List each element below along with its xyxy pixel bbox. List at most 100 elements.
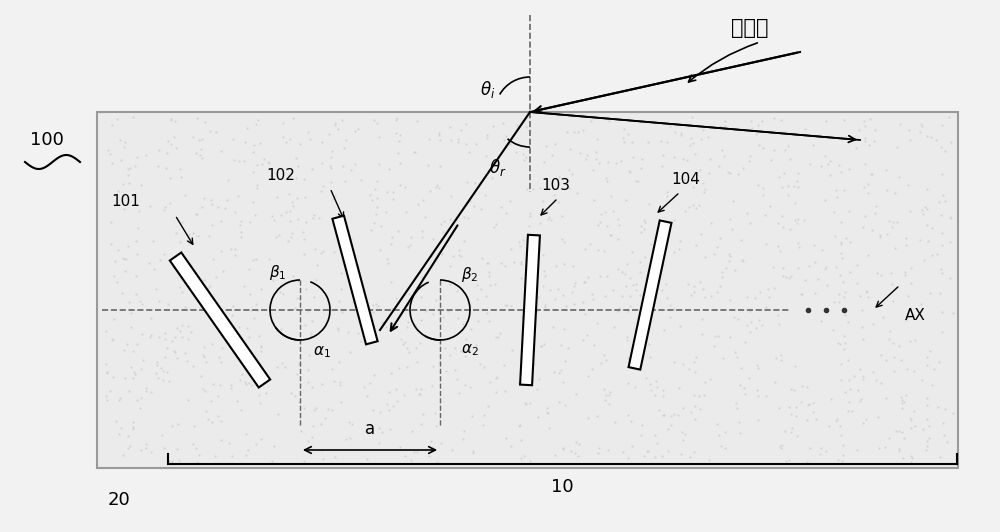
Point — [125, 422, 141, 431]
Point — [907, 336, 923, 344]
Point — [840, 318, 856, 327]
Point — [903, 416, 919, 425]
Point — [180, 335, 196, 343]
Point — [477, 190, 493, 199]
Point — [241, 265, 257, 273]
Point — [485, 122, 501, 131]
Point — [376, 319, 392, 327]
Point — [610, 235, 626, 243]
Point — [555, 444, 571, 452]
Point — [270, 265, 286, 273]
Point — [817, 152, 833, 161]
Point — [400, 243, 416, 251]
Point — [855, 335, 871, 343]
Point — [115, 180, 131, 189]
Point — [866, 137, 882, 145]
Point — [833, 168, 849, 177]
Point — [246, 140, 262, 149]
Point — [599, 177, 615, 186]
Point — [436, 217, 452, 225]
Point — [780, 182, 796, 190]
Point — [230, 192, 246, 201]
Point — [580, 414, 596, 423]
Point — [686, 281, 702, 290]
Point — [836, 344, 852, 353]
Point — [721, 257, 737, 265]
Point — [305, 214, 321, 222]
Point — [463, 325, 479, 334]
Point — [559, 128, 575, 136]
Point — [479, 308, 495, 317]
Point — [222, 343, 238, 351]
Point — [887, 188, 903, 197]
Point — [893, 356, 909, 365]
Point — [510, 140, 526, 148]
Point — [365, 301, 381, 309]
Point — [379, 187, 395, 196]
Point — [632, 291, 648, 300]
Point — [577, 278, 593, 286]
Point — [915, 425, 931, 434]
Point — [324, 147, 340, 155]
Point — [189, 210, 205, 218]
Point — [676, 176, 692, 184]
Point — [605, 286, 621, 295]
Point — [406, 148, 422, 156]
Point — [547, 140, 563, 149]
Point — [531, 375, 547, 383]
Point — [835, 440, 851, 449]
Point — [343, 235, 359, 243]
Point — [570, 128, 586, 136]
Point — [721, 250, 737, 259]
Point — [834, 254, 850, 262]
Point — [566, 127, 582, 136]
Point — [822, 157, 838, 165]
Point — [476, 363, 492, 371]
Point — [696, 188, 712, 196]
Point — [453, 252, 469, 261]
Point — [856, 183, 872, 192]
Point — [580, 272, 596, 281]
Point — [275, 290, 291, 298]
Point — [249, 161, 265, 170]
Point — [122, 442, 138, 451]
Point — [884, 222, 900, 231]
Point — [894, 428, 910, 436]
Point — [675, 360, 691, 368]
Point — [445, 252, 461, 260]
Point — [417, 270, 433, 278]
Point — [522, 398, 538, 407]
Point — [169, 324, 185, 332]
Point — [742, 219, 758, 227]
Point — [542, 285, 558, 294]
Point — [379, 400, 395, 408]
Point — [526, 338, 542, 347]
Point — [615, 448, 631, 456]
Point — [751, 141, 767, 149]
Point — [885, 297, 901, 306]
Point — [157, 335, 173, 343]
Point — [309, 261, 325, 269]
Point — [742, 328, 758, 337]
Point — [671, 244, 687, 253]
Point — [829, 193, 845, 202]
Point — [225, 324, 241, 332]
Point — [937, 196, 953, 205]
Point — [313, 420, 329, 429]
Point — [590, 220, 606, 229]
Point — [232, 376, 248, 384]
Point — [245, 168, 261, 176]
Point — [619, 260, 635, 268]
Point — [711, 430, 727, 439]
Point — [513, 273, 529, 282]
Point — [313, 186, 329, 195]
Point — [399, 344, 415, 352]
Point — [488, 332, 504, 341]
Point — [251, 391, 267, 400]
Point — [643, 386, 659, 395]
Point — [372, 408, 388, 417]
Point — [163, 139, 179, 148]
Point — [652, 243, 668, 252]
Text: AX: AX — [905, 307, 926, 322]
Point — [105, 336, 121, 345]
